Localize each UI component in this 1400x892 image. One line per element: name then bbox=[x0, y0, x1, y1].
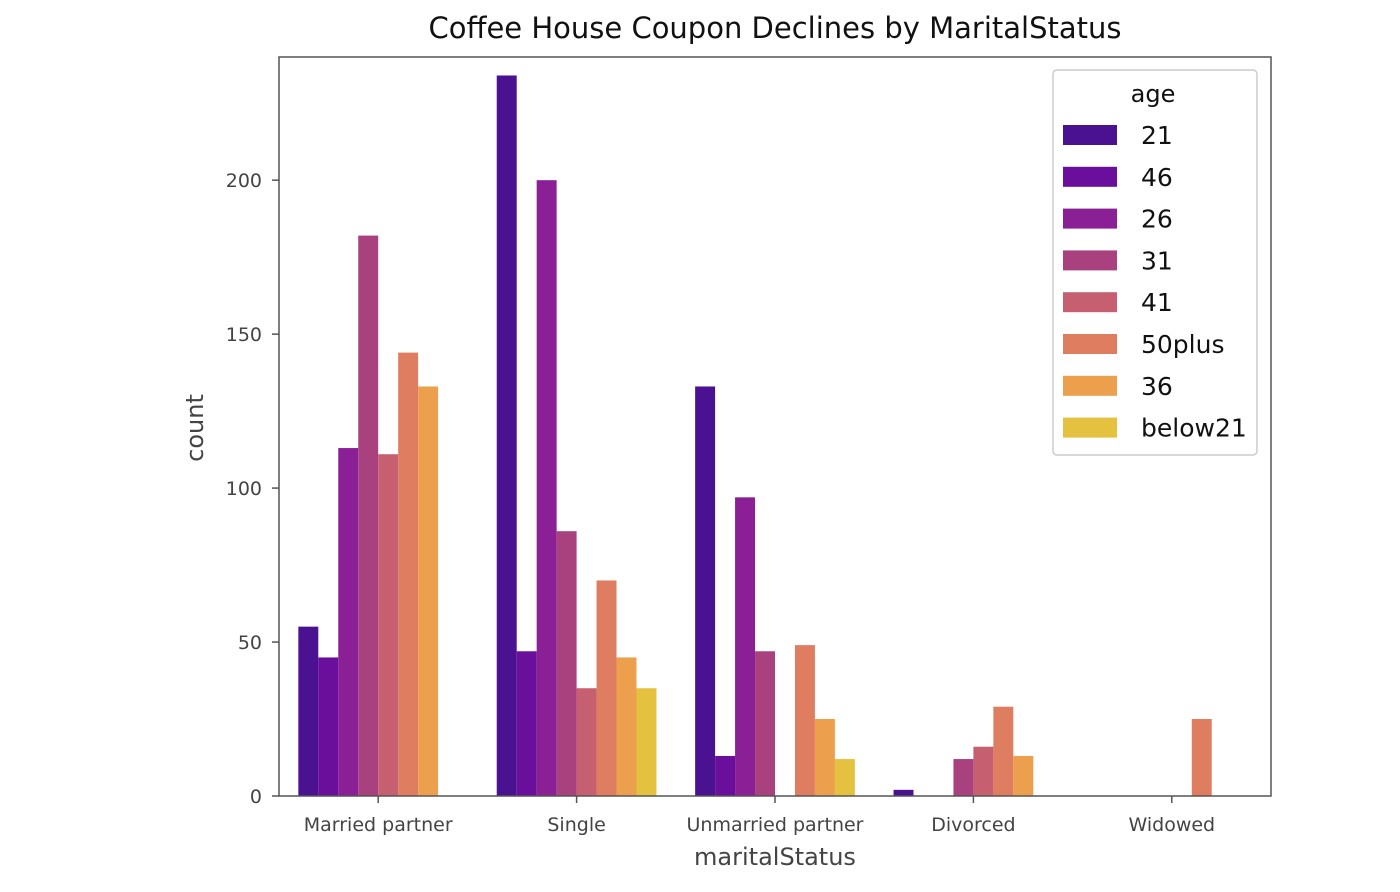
bar-unmarried-partner-below21 bbox=[834, 759, 855, 796]
bar-unmarried-partner-31 bbox=[755, 651, 775, 796]
legend-swatch-50plus bbox=[1063, 334, 1117, 354]
bars-layer bbox=[298, 75, 1212, 797]
legend-label-46: 46 bbox=[1141, 163, 1173, 192]
bar-divorced-50plus bbox=[993, 706, 1014, 796]
y-tick-label: 100 bbox=[226, 478, 262, 500]
bar-single-26 bbox=[536, 180, 557, 797]
legend: age 21 46 26 31 41 50plus 36 below21 bbox=[1052, 69, 1258, 456]
bar-single-31 bbox=[556, 531, 577, 796]
y-tick-label: 150 bbox=[226, 324, 262, 346]
y-axis-label: count bbox=[181, 394, 209, 462]
bar-unmarried-partner-26 bbox=[735, 497, 756, 796]
legend-label-41: 41 bbox=[1141, 288, 1173, 317]
legend-items: 21 46 26 31 41 50plus 36 below21 bbox=[1063, 121, 1247, 443]
bar-married-partner-21 bbox=[298, 626, 319, 796]
legend-box bbox=[1052, 69, 1258, 456]
bar-divorced-21 bbox=[893, 789, 914, 796]
x-tick-label: Widowed bbox=[1128, 814, 1215, 836]
bar-single-41 bbox=[576, 688, 597, 796]
legend-swatch-41 bbox=[1063, 292, 1117, 313]
bar-single-50plus bbox=[596, 580, 617, 796]
legend-label-36: 36 bbox=[1141, 372, 1173, 401]
ticks-layer: 0 50 100 150 200 Married partner Single Unmarri… bbox=[226, 170, 1215, 836]
legend-label-31: 31 bbox=[1141, 246, 1173, 275]
x-tick-label: Unmarried partner bbox=[687, 814, 864, 836]
bar-single-46 bbox=[516, 651, 537, 796]
bar-single-21 bbox=[496, 75, 517, 797]
bar-married-partner-31 bbox=[358, 235, 379, 797]
bar-unmarried-partner-50plus bbox=[794, 645, 815, 796]
legend-swatch-31 bbox=[1063, 250, 1117, 271]
bar-unmarried-partner-46 bbox=[715, 755, 736, 796]
bar-widowed-50plus bbox=[1191, 719, 1212, 796]
legend-label-50plus: 50plus bbox=[1141, 330, 1225, 359]
bar-married-partner-26 bbox=[338, 448, 359, 796]
y-tick-label: 200 bbox=[226, 170, 262, 192]
x-tick-label: Married partner bbox=[304, 814, 453, 836]
legend-title: age bbox=[1131, 80, 1176, 108]
bar-unmarried-partner-21 bbox=[695, 386, 716, 796]
chart-title: Coffee House Coupon Declines by MaritalS… bbox=[428, 11, 1121, 45]
plot-frame bbox=[278, 56, 1272, 797]
bar-married-partner-46 bbox=[318, 657, 339, 796]
x-tick-label: Divorced bbox=[931, 814, 1015, 836]
bar-married-partner-50plus bbox=[398, 352, 419, 796]
bar-married-partner-41 bbox=[378, 454, 399, 796]
x-tick-label: Single bbox=[547, 814, 605, 836]
bar-single-36 bbox=[616, 657, 637, 796]
bar-divorced-31 bbox=[953, 759, 974, 796]
legend-label-26: 26 bbox=[1141, 205, 1173, 234]
legend-swatch-26 bbox=[1063, 208, 1117, 229]
bar-single-below21 bbox=[636, 688, 657, 796]
legend-label-below21: below21 bbox=[1141, 414, 1247, 443]
x-axis-label: maritalStatus bbox=[694, 843, 856, 871]
bar-unmarried-partner-36 bbox=[814, 719, 835, 796]
bar-divorced-36 bbox=[1013, 755, 1034, 796]
legend-swatch-36 bbox=[1063, 375, 1117, 396]
bar-married-partner-36 bbox=[418, 386, 439, 796]
y-tick-label: 50 bbox=[238, 632, 262, 654]
legend-swatch-46 bbox=[1063, 166, 1117, 187]
legend-swatch-below21 bbox=[1063, 417, 1117, 438]
legend-label-21: 21 bbox=[1141, 121, 1173, 150]
y-tick-label: 0 bbox=[250, 786, 262, 808]
bar-divorced-41 bbox=[973, 746, 994, 796]
legend-swatch-21 bbox=[1063, 125, 1117, 145]
